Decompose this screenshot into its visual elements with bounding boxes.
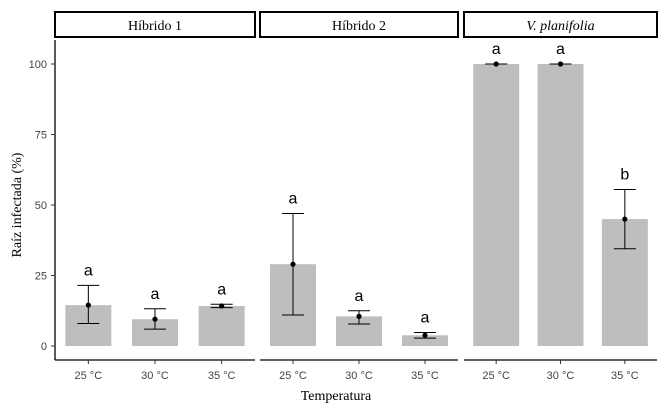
y-tick-label: 75 — [35, 130, 47, 142]
bar — [473, 64, 520, 346]
facet-panel: a 25 °C a 30 °C a 35 °C — [55, 262, 255, 382]
x-tick-label: 35 °C — [208, 370, 236, 382]
x-tick-label: 25 °C — [279, 370, 307, 382]
mean-point — [622, 216, 628, 222]
significance-letter: b — [620, 166, 629, 183]
x-axis-title: Temperatura — [301, 389, 372, 403]
significance-letter: a — [355, 288, 364, 305]
facet-strip — [463, 11, 658, 38]
significance-letter: a — [492, 41, 501, 58]
x-tick-label: 25 °C — [75, 370, 103, 382]
facet-strip-label: V. planifolia — [526, 19, 594, 34]
bar — [402, 335, 448, 346]
mean-point — [290, 261, 296, 267]
mean-point — [152, 316, 158, 322]
x-tick-label: 30 °C — [141, 370, 169, 382]
mean-point — [493, 61, 499, 67]
y-tick-label: 100 — [29, 59, 47, 71]
facet-panels: a 25 °C a 30 °C a 35 °C a 25 °C a 30 °C a 35 °C a 25 … — [55, 41, 657, 382]
significance-letter: a — [217, 281, 226, 298]
facet-strip-label: Híbrido 2 — [332, 19, 386, 34]
x-tick-label: 35 °C — [411, 370, 439, 382]
y-axis-title: Raíz infectada (%) — [10, 152, 25, 257]
bar — [537, 64, 584, 346]
significance-letter: a — [556, 41, 565, 58]
y-tick-label: 0 — [41, 341, 47, 353]
x-tick-label: 35 °C — [611, 370, 639, 382]
significance-letter: a — [421, 309, 430, 326]
facet-panel: a 25 °C a 30 °C b 35 °C — [464, 41, 657, 382]
significance-letter: a — [84, 262, 93, 279]
significance-letter: a — [151, 286, 160, 303]
y-axis: 0 25 50 75 100 — [29, 40, 56, 360]
x-tick-label: 25 °C — [482, 370, 510, 382]
mean-point — [219, 303, 225, 309]
mean-point — [422, 332, 428, 338]
facet-strip — [259, 11, 459, 38]
facet-strips: Híbrido 1 Híbrido 2 V. planifolia — [54, 11, 658, 38]
mean-point — [557, 61, 564, 67]
mean-point — [356, 313, 362, 319]
significance-letter: a — [289, 190, 298, 207]
facet-strip — [54, 11, 256, 38]
x-tick-label: 30 °C — [547, 370, 575, 382]
facet-strip-label: Híbrido 1 — [128, 19, 182, 34]
bar — [198, 305, 245, 346]
facet-panel: a 25 °C a 30 °C a 35 °C — [260, 190, 458, 382]
y-tick-label: 25 — [35, 271, 47, 283]
x-tick-label: 30 °C — [345, 370, 373, 382]
mean-point — [85, 302, 91, 308]
y-tick-label: 50 — [35, 200, 47, 212]
